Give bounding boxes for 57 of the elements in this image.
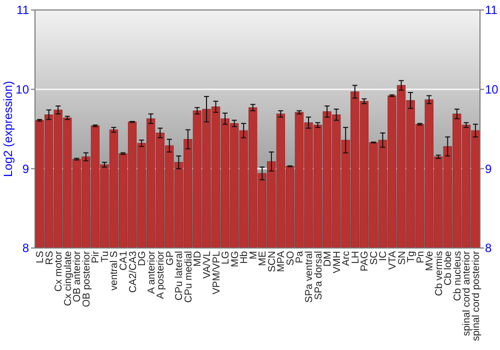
- x-tick-label: SPa ventral: [304, 251, 316, 303]
- x-tick-label: A anterior: [146, 250, 158, 294]
- x-tick-label: Tu: [100, 251, 111, 262]
- x-tick-label: ventral S: [109, 250, 120, 290]
- y2-tick-label: 9: [485, 162, 492, 176]
- y2-tick-label: 8: [485, 241, 492, 256]
- x-tick-label: DM: [322, 251, 334, 267]
- x-tick-label: Pir: [90, 250, 102, 264]
- x-tick-label: A posterior: [156, 250, 167, 299]
- x-tick-label: VTA: [387, 250, 398, 270]
- x-tick-label: CPu lateral: [174, 251, 186, 300]
- x-tick-label: Pn: [415, 251, 426, 264]
- x-tick-label: SN: [396, 251, 408, 265]
- y2-tick-label: 11: [485, 3, 498, 18]
- x-tick-label: SCN: [266, 251, 278, 272]
- x-tick-label: Cb vermis: [434, 251, 445, 296]
- x-tick-label: SPa dorsal: [313, 251, 324, 300]
- y2-tick-label: 10: [485, 82, 499, 97]
- x-tick-label: MG: [230, 250, 241, 268]
- x-tick-label: CPu medial: [183, 251, 194, 303]
- x-tick-label: Cb lobe: [443, 250, 454, 286]
- x-tick-label: GP: [164, 250, 176, 266]
- x-tick-label: MD: [192, 251, 204, 267]
- x-tick-label: OB anterior: [72, 250, 84, 302]
- x-tick-label: Pa: [294, 250, 306, 264]
- x-tick-label: ME: [258, 250, 269, 266]
- x-tick-label: LH: [350, 251, 362, 264]
- y-tick-label: 11: [16, 3, 30, 18]
- y-axis-title: Log2 (expression): [1, 80, 15, 178]
- x-tick-label: VPM/VPL: [211, 250, 222, 294]
- x-tick-label: Arc: [341, 251, 352, 266]
- x-tick-label: spinal cord anterior: [462, 250, 473, 336]
- x-tick-label: MVe: [424, 250, 436, 272]
- x-tick-label: LS: [35, 250, 46, 264]
- x-tick-label: RS: [44, 250, 56, 265]
- x-tick-label: LG: [220, 250, 232, 264]
- x-tick-label: Cx cingulate: [62, 250, 74, 306]
- x-tick-label: IC: [378, 251, 390, 261]
- x-tick-label: Cb nucleus: [452, 251, 464, 302]
- x-tick-label: Cx motor: [54, 250, 65, 292]
- x-tick-label: DG: [137, 250, 148, 266]
- x-tick-label: MPA: [276, 250, 288, 272]
- x-tick-label: PAG: [360, 250, 371, 272]
- x-tick-label: SC: [368, 251, 380, 265]
- x-tick-label: CA2/CA3: [128, 250, 139, 293]
- x-tick-label: CA1: [118, 250, 130, 270]
- x-tick-label: OB posterior: [81, 250, 92, 308]
- x-tick-label: M: [248, 251, 260, 260]
- y-tick-label: 8: [22, 241, 30, 256]
- x-tick-label: VA/VL: [202, 250, 213, 279]
- x-tick-label: SO: [285, 250, 296, 266]
- x-tick-label: spinal cord posterior: [470, 250, 482, 342]
- x-tick-label: Hb: [239, 250, 250, 264]
- x-tick-label: Tg: [406, 251, 418, 263]
- x-tick-label: VMH: [332, 251, 343, 274]
- y-tick-label: 9: [22, 162, 30, 176]
- y-tick-label: 10: [16, 82, 30, 97]
